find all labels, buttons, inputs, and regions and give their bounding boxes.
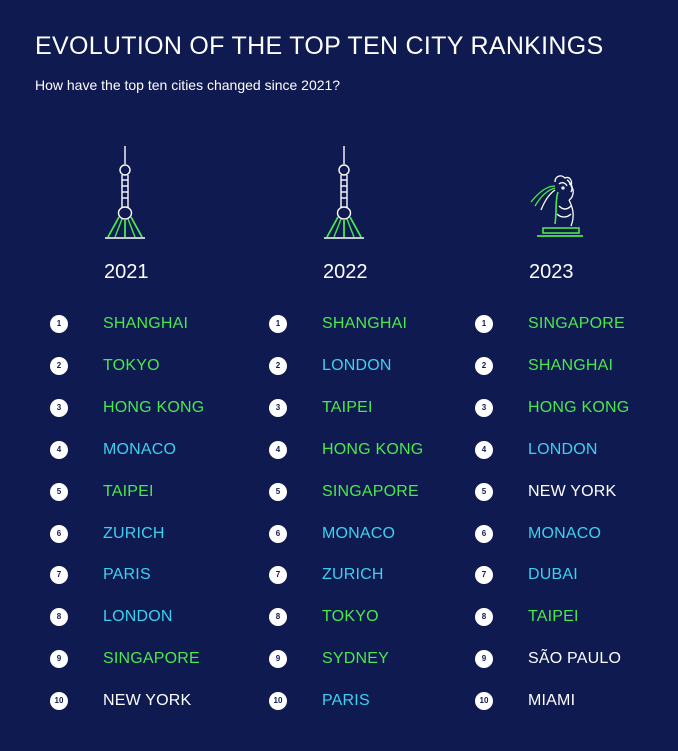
city-name: HONG KONG bbox=[322, 440, 424, 458]
city-name: TOKYO bbox=[103, 356, 160, 374]
list-item: 5 SINGAPORE bbox=[269, 482, 469, 504]
list-item: 9 SYDNEY bbox=[269, 649, 469, 671]
list-item: 8 LONDON bbox=[50, 607, 250, 629]
tower-icon bbox=[314, 140, 374, 240]
city-name: TOKYO bbox=[322, 608, 379, 626]
rank-badge: 9 bbox=[50, 650, 68, 669]
rank-badge: 2 bbox=[50, 356, 68, 375]
rank-badge: 9 bbox=[269, 650, 287, 669]
city-name: SHANGHAI bbox=[322, 315, 408, 332]
list-item: 7 ZURICH bbox=[269, 565, 469, 587]
list-item: 8 TAIPEI bbox=[475, 607, 675, 629]
rank-badge: 5 bbox=[269, 482, 287, 501]
city-name: LONDON bbox=[528, 440, 598, 458]
rank-badge: 6 bbox=[50, 524, 68, 543]
rank-badge: 5 bbox=[50, 482, 68, 501]
city-name: SHANGHAI bbox=[103, 315, 189, 332]
list-item: 1 SHANGHAI bbox=[50, 314, 250, 336]
city-name: MIAMI bbox=[528, 692, 576, 710]
year-label: 2022 bbox=[323, 261, 368, 283]
city-name: HONG KONG bbox=[103, 398, 205, 416]
rank-badge: 4 bbox=[269, 440, 287, 459]
list-item: 10 MIAMI bbox=[475, 691, 675, 713]
list-item: 5 TAIPEI bbox=[50, 482, 250, 504]
rank-badge: 10 bbox=[50, 692, 68, 711]
list-item: 4 HONG KONG bbox=[269, 440, 469, 462]
rank-badge: 10 bbox=[475, 692, 493, 711]
city-name: DUBAI bbox=[528, 566, 578, 584]
list-item: 6 MONACO bbox=[475, 524, 675, 546]
list-item: 9 SINGAPORE bbox=[50, 649, 250, 671]
rank-badge: 8 bbox=[269, 608, 287, 627]
city-name: SÃO PAULO bbox=[528, 650, 622, 668]
list-item: 1 SINGAPORE bbox=[475, 314, 675, 336]
city-name: LONDON bbox=[103, 608, 173, 626]
city-name: SINGAPORE bbox=[528, 315, 625, 332]
rank-badge: 7 bbox=[50, 566, 68, 585]
list-item: 3 HONG KONG bbox=[475, 398, 675, 420]
city-name: ZURICH bbox=[103, 524, 165, 542]
city-name: NEW YORK bbox=[528, 482, 617, 500]
list-item: 3 HONG KONG bbox=[50, 398, 250, 420]
rank-badge: 2 bbox=[475, 356, 493, 375]
rank-badge: 6 bbox=[269, 524, 287, 543]
rank-badge: 8 bbox=[475, 608, 493, 627]
list-item: 10 NEW YORK bbox=[50, 691, 250, 713]
city-name: LONDON bbox=[322, 356, 392, 374]
rank-badge: 1 bbox=[269, 315, 287, 333]
page-subtitle: How have the top ten cities changed sinc… bbox=[35, 77, 341, 93]
city-name: SHANGHAI bbox=[528, 356, 614, 374]
rank-badge: 1 bbox=[50, 315, 68, 333]
rank-badge: 4 bbox=[475, 440, 493, 459]
list-item: 6 MONACO bbox=[269, 524, 469, 546]
rank-badge: 9 bbox=[475, 650, 493, 669]
rank-badge: 8 bbox=[50, 608, 68, 627]
list-item: 6 ZURICH bbox=[50, 524, 250, 546]
list-item: 4 MONACO bbox=[50, 440, 250, 462]
tower-icon bbox=[95, 140, 155, 240]
city-name: TAIPEI bbox=[528, 608, 579, 626]
rank-badge: 10 bbox=[269, 692, 287, 711]
city-name: ZURICH bbox=[322, 566, 384, 584]
city-name: SINGAPORE bbox=[103, 650, 200, 668]
city-name: MONACO bbox=[103, 440, 177, 458]
rank-badge: 2 bbox=[269, 356, 287, 375]
list-item: 5 NEW YORK bbox=[475, 482, 675, 504]
list-item: 7 DUBAI bbox=[475, 565, 675, 587]
city-name: SINGAPORE bbox=[322, 482, 419, 500]
page-title: EVOLUTION OF THE TOP TEN CITY RANKINGS bbox=[35, 32, 604, 60]
list-item: 2 LONDON bbox=[269, 356, 469, 378]
rank-badge: 4 bbox=[50, 440, 68, 459]
list-item: 3 TAIPEI bbox=[269, 398, 469, 420]
year-label: 2023 bbox=[529, 261, 574, 283]
rank-badge: 5 bbox=[475, 482, 493, 501]
city-name: NEW YORK bbox=[103, 692, 192, 710]
rank-badge: 7 bbox=[269, 566, 287, 585]
list-item: 2 TOKYO bbox=[50, 356, 250, 378]
city-name: MONACO bbox=[322, 524, 396, 542]
city-name: HONG KONG bbox=[528, 398, 630, 416]
list-item: 10 PARIS bbox=[269, 691, 469, 713]
list-item: 9 SÃO PAULO bbox=[475, 649, 675, 671]
rank-badge: 1 bbox=[475, 315, 493, 333]
list-item: 1 SHANGHAI bbox=[269, 314, 469, 336]
city-name: SYDNEY bbox=[322, 650, 389, 668]
list-item: 4 LONDON bbox=[475, 440, 675, 462]
city-name: TAIPEI bbox=[322, 398, 373, 416]
rank-badge: 7 bbox=[475, 566, 493, 585]
merlion-icon bbox=[525, 140, 589, 240]
city-name: PARIS bbox=[103, 566, 151, 584]
city-name: MONACO bbox=[528, 524, 602, 542]
rank-badge: 6 bbox=[475, 524, 493, 543]
list-item: 8 TOKYO bbox=[269, 607, 469, 629]
rank-badge: 3 bbox=[475, 398, 493, 417]
rank-badge: 3 bbox=[50, 398, 68, 417]
list-item: 2 SHANGHAI bbox=[475, 356, 675, 378]
rank-badge: 3 bbox=[269, 398, 287, 417]
year-label: 2021 bbox=[104, 261, 149, 283]
city-name: PARIS bbox=[322, 692, 370, 710]
city-name: TAIPEI bbox=[103, 482, 154, 500]
list-item: 7 PARIS bbox=[50, 565, 250, 587]
